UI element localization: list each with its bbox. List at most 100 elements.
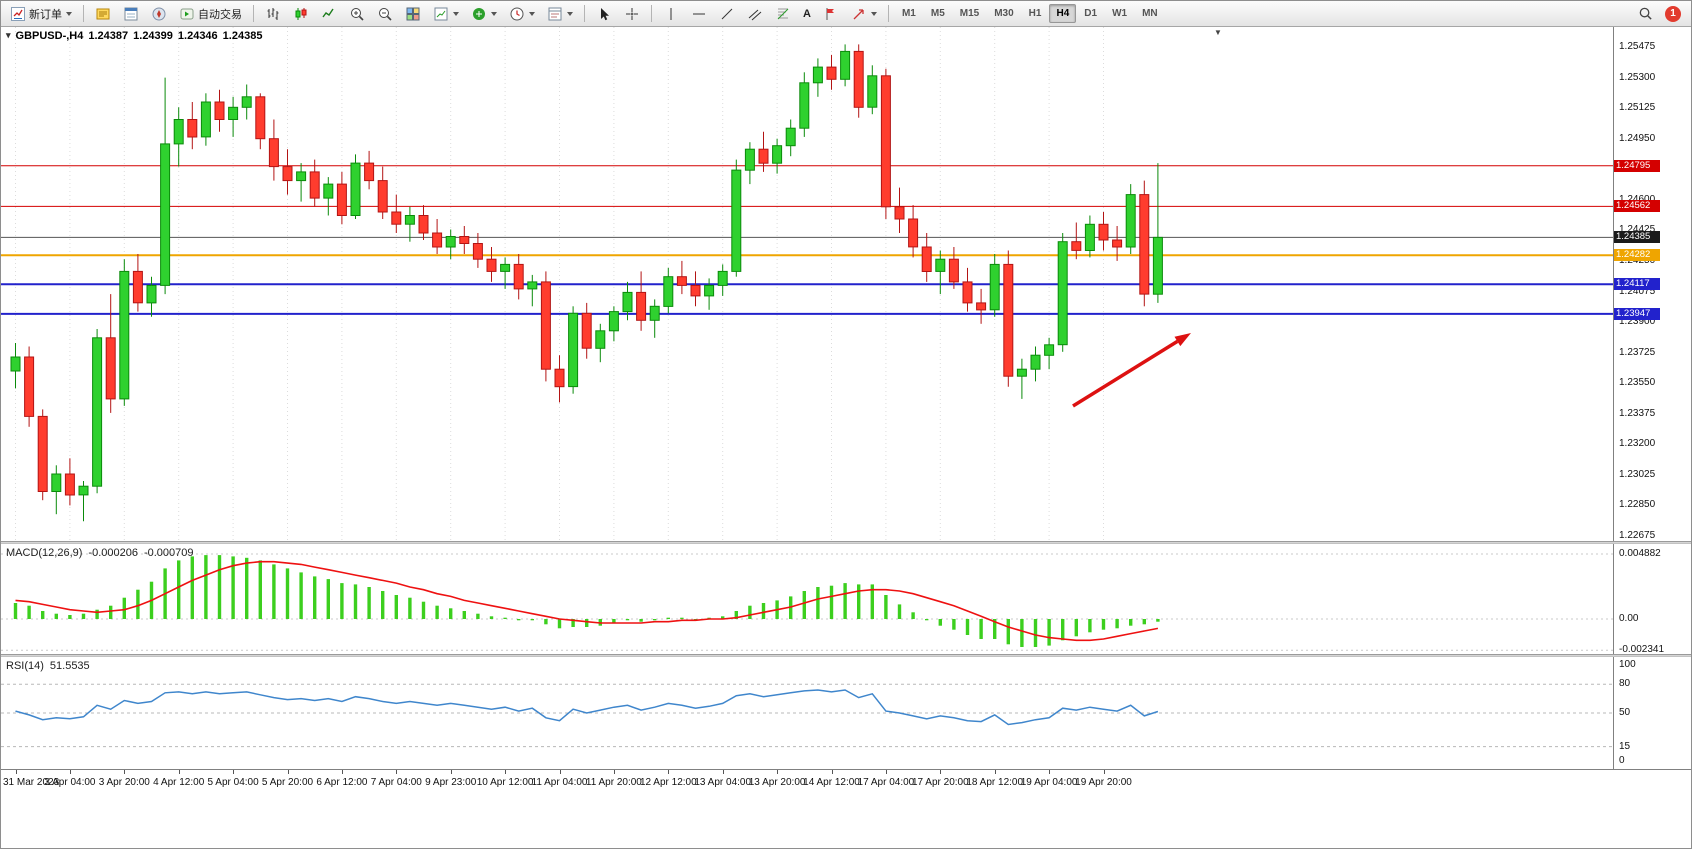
macd-plot[interactable]: MACD(12,26,9) -0.000206 -0.000709	[1, 544, 1613, 654]
price-axis-label: 1.22675	[1619, 530, 1656, 541]
time-axis-tick	[994, 770, 996, 774]
time-axis-label: 5 Apr 04:00	[207, 777, 259, 788]
macd-axis-label: 0.004882	[1619, 548, 1661, 559]
autotrading-label: 自动交易	[198, 8, 242, 21]
timeframe-button-m30[interactable]: M30	[987, 4, 1020, 23]
time-axis[interactable]: 31 Mar 2023 3 Apr 04:00 3 Apr 20:00 4 Apr 1…	[1, 769, 1691, 793]
toolbar-separator	[584, 5, 585, 22]
rsi-scale[interactable]: 100 80 50 15 0	[1613, 657, 1691, 769]
time-axis-tick	[396, 770, 398, 774]
price-axis-label: 1.25300	[1619, 71, 1656, 83]
time-axis-tick	[178, 770, 180, 774]
price-tag: 1.24562	[1614, 200, 1660, 213]
ohlc-low: 1.24346	[177, 30, 218, 42]
time-axis-label: 19 Apr 04:00	[1020, 777, 1078, 788]
chart-shift-marker-icon[interactable]: ▼	[1214, 28, 1222, 37]
rsi-chart[interactable]	[1, 657, 1613, 769]
toolbar-separator	[887, 5, 889, 22]
price-tag: 1.24795	[1614, 159, 1660, 172]
time-axis-tick	[1103, 770, 1105, 774]
text-tool-button[interactable]: A	[798, 3, 816, 25]
timeframe-button-w1[interactable]: W1	[1105, 4, 1134, 23]
bar-chart-icon	[265, 6, 281, 22]
zoom-out-button[interactable]	[372, 3, 398, 25]
time-axis-label: 3 Apr 20:00	[98, 777, 150, 788]
candlestick-chart[interactable]	[1, 27, 1613, 541]
macd-main-value: -0.000206	[88, 547, 138, 559]
time-axis-tick	[15, 770, 17, 774]
dropdown-caret-icon	[66, 11, 72, 16]
new-order-button[interactable]: 新订单	[5, 3, 77, 25]
flag-icon	[823, 6, 839, 22]
rsi-axis-label: 50	[1619, 707, 1631, 718]
tile-windows-button[interactable]	[400, 3, 426, 25]
market-watch-button[interactable]	[118, 3, 144, 25]
zoom-in-icon	[349, 6, 365, 22]
time-axis-tick	[668, 770, 670, 774]
profile-button[interactable]	[90, 3, 116, 25]
timeframe-button-d1[interactable]: D1	[1077, 4, 1104, 23]
vertical-line-tool-button[interactable]	[658, 3, 684, 25]
price-tag: 1.23947	[1614, 307, 1660, 320]
price-tag: 1.24385	[1614, 231, 1660, 244]
fibonacci-tool-button[interactable]	[770, 3, 796, 25]
crosshair-button[interactable]	[619, 3, 645, 25]
price-axis-label: 1.24425	[1619, 224, 1656, 236]
price-scale[interactable]: 1.254751.253001.251251.249501.247751.246…	[1613, 27, 1691, 541]
price-axis-label: 1.23025	[1619, 468, 1656, 480]
line-chart-button[interactable]	[316, 3, 342, 25]
timeframe-button-m5[interactable]: M5	[924, 4, 952, 23]
price-axis-label: 1.23200	[1619, 438, 1656, 450]
new-chart-button[interactable]	[428, 3, 464, 25]
profile-icon	[95, 6, 111, 22]
candlestick-chart-button[interactable]	[288, 3, 314, 25]
time-axis-label: 31 Mar 2023	[3, 777, 60, 788]
price-axis-label: 1.22850	[1619, 499, 1656, 511]
channel-tool-button[interactable]	[742, 3, 768, 25]
label-tool-button[interactable]	[818, 3, 844, 25]
main-plot[interactable]: ▾ GBPUSD-,H4 1.24387 1.24399 1.24346 1.2…	[1, 27, 1613, 541]
macd-name: MACD(12,26,9)	[6, 547, 83, 559]
time-axis-tick	[777, 770, 779, 774]
indicators-button[interactable]	[466, 3, 502, 25]
toolbar-separator	[83, 5, 84, 22]
macd-axis-label: 0.00	[1619, 613, 1639, 624]
rsi-axis-label: 0	[1619, 755, 1625, 766]
toolbar-right-group: 1	[1633, 3, 1687, 25]
timeframe-button-h1[interactable]: H1	[1022, 4, 1049, 23]
navigator-button[interactable]	[146, 3, 172, 25]
price-axis-label: 1.24950	[1619, 132, 1656, 144]
timeframe-button-h4[interactable]: H4	[1049, 4, 1077, 23]
panel-separator[interactable]	[1, 541, 1691, 544]
price-tag: 1.24117	[1614, 278, 1660, 291]
search-button[interactable]	[1633, 3, 1658, 25]
timeframe-button-m1[interactable]: M1	[895, 4, 923, 23]
timeframe-button-m15[interactable]: M15	[953, 4, 986, 23]
notifications-button[interactable]: 1	[1665, 5, 1681, 22]
bar-chart-button[interactable]	[260, 3, 286, 25]
horizontal-line-tool-button[interactable]	[686, 3, 712, 25]
indicators-icon	[471, 6, 487, 22]
rsi-name: RSI(14)	[6, 660, 44, 672]
market-watch-icon	[123, 6, 139, 22]
cursor-button[interactable]	[591, 3, 617, 25]
panel-separator[interactable]	[1, 654, 1691, 657]
macd-label: MACD(12,26,9) -0.000206 -0.000709	[6, 547, 194, 559]
timeframe-toolbar: M1 M5 M15 M30 H1 H4 D1 W1 MN	[895, 4, 1165, 23]
rsi-plot[interactable]: RSI(14) 51.5535	[1, 657, 1613, 769]
timeframe-button-mn[interactable]: MN	[1135, 4, 1165, 23]
macd-signal-value: -0.000709	[143, 547, 194, 559]
periods-button[interactable]	[504, 3, 540, 25]
time-axis-tick	[613, 770, 615, 774]
zoom-in-button[interactable]	[344, 3, 370, 25]
price-axis-label: 1.25125	[1619, 102, 1656, 114]
macd-scale[interactable]: 0.004882 0.00 -0.002341	[1613, 544, 1691, 655]
zoom-out-icon	[377, 6, 393, 22]
dropdown-caret-icon	[453, 11, 459, 16]
arrows-tool-button[interactable]	[846, 3, 882, 25]
trendline-tool-button[interactable]	[714, 3, 740, 25]
macd-chart[interactable]	[1, 544, 1613, 654]
autotrading-button[interactable]: 自动交易	[174, 3, 247, 25]
main-toolbar: 新订单 自动交易 A M1 M5 M	[1, 1, 1691, 27]
templates-button[interactable]	[542, 3, 578, 25]
